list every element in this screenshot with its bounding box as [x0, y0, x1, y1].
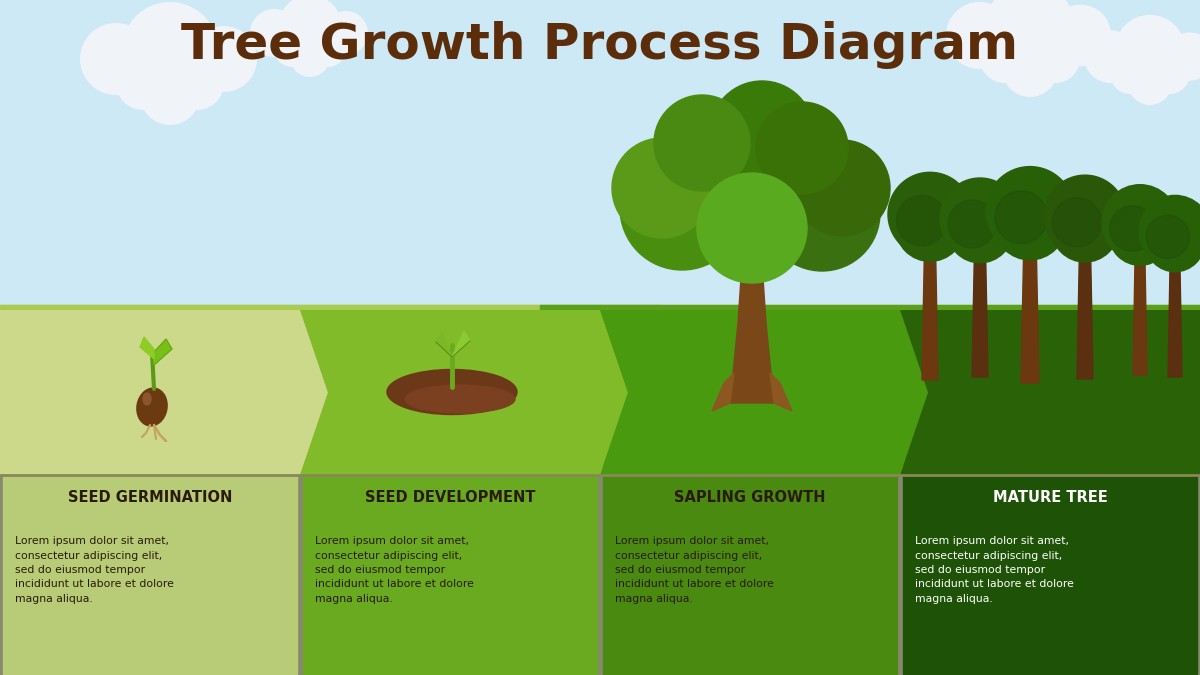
Circle shape — [170, 56, 224, 110]
Circle shape — [324, 11, 368, 55]
Text: MATURE TREE: MATURE TREE — [992, 489, 1108, 504]
Polygon shape — [770, 373, 792, 411]
Polygon shape — [900, 310, 1200, 475]
Polygon shape — [922, 250, 938, 380]
Polygon shape — [140, 337, 154, 359]
Circle shape — [979, 32, 1030, 83]
Circle shape — [946, 2, 1013, 69]
Circle shape — [667, 103, 838, 273]
Circle shape — [274, 31, 310, 67]
Polygon shape — [154, 339, 172, 365]
Polygon shape — [600, 310, 928, 475]
Text: Lorem ipsum dolor sit amet,
consectetur adipiscing elit,
sed do eiusmod tempor
i: Lorem ipsum dolor sit amet, consectetur … — [314, 536, 474, 604]
Circle shape — [1146, 215, 1189, 259]
Bar — [0, 305, 660, 465]
Text: Lorem ipsum dolor sit amet,
consectetur adipiscing elit,
sed do eiusmod tempor
i: Lorem ipsum dolor sit amet, consectetur … — [616, 536, 774, 604]
Circle shape — [994, 188, 1066, 260]
Circle shape — [1139, 195, 1200, 267]
Text: Tree Growth Process Diagram: Tree Growth Process Diagram — [181, 21, 1019, 69]
Circle shape — [1115, 15, 1186, 85]
Circle shape — [940, 178, 1020, 258]
Circle shape — [895, 192, 965, 261]
Circle shape — [620, 146, 744, 270]
Circle shape — [1050, 5, 1111, 66]
Circle shape — [1165, 32, 1200, 81]
Circle shape — [140, 65, 200, 125]
Ellipse shape — [143, 393, 151, 405]
Circle shape — [278, 0, 342, 59]
Text: SAPLING GROWTH: SAPLING GROWTH — [674, 489, 826, 504]
Bar — [2, 476, 298, 674]
Circle shape — [1084, 30, 1136, 83]
Bar — [540, 305, 1200, 465]
Circle shape — [985, 0, 1075, 72]
Circle shape — [122, 2, 218, 98]
Circle shape — [116, 56, 170, 110]
Circle shape — [1110, 206, 1156, 251]
Circle shape — [995, 191, 1048, 244]
Circle shape — [756, 102, 848, 194]
Text: Lorem ipsum dolor sit amet,
consectetur adipiscing elit,
sed do eiusmod tempor
i: Lorem ipsum dolor sit amet, consectetur … — [916, 536, 1074, 604]
Circle shape — [1102, 185, 1178, 261]
Bar — [604, 476, 898, 674]
Polygon shape — [1168, 262, 1182, 377]
Circle shape — [654, 95, 750, 191]
Circle shape — [722, 103, 842, 223]
Polygon shape — [1078, 251, 1093, 379]
Circle shape — [80, 23, 152, 95]
Circle shape — [660, 103, 784, 227]
Polygon shape — [452, 331, 470, 357]
Circle shape — [1051, 195, 1118, 262]
Circle shape — [948, 200, 996, 248]
Polygon shape — [1021, 248, 1039, 383]
Polygon shape — [436, 332, 452, 357]
Polygon shape — [0, 310, 328, 475]
Circle shape — [710, 81, 814, 185]
Ellipse shape — [406, 385, 515, 413]
Circle shape — [697, 173, 808, 283]
Text: SEED DEVELOPMENT: SEED DEVELOPMENT — [365, 489, 535, 504]
Bar — [0, 305, 1200, 490]
Circle shape — [1030, 32, 1080, 83]
Circle shape — [947, 197, 1013, 263]
Circle shape — [290, 37, 330, 77]
Bar — [302, 476, 598, 674]
Ellipse shape — [137, 388, 167, 426]
Bar — [0, 475, 1200, 675]
Circle shape — [794, 140, 890, 236]
Bar — [904, 476, 1198, 674]
Circle shape — [1146, 213, 1200, 272]
Circle shape — [764, 155, 880, 271]
Polygon shape — [712, 373, 734, 411]
Polygon shape — [730, 263, 774, 403]
Circle shape — [250, 9, 298, 57]
Circle shape — [1002, 41, 1058, 97]
Circle shape — [1128, 61, 1172, 105]
Circle shape — [888, 172, 972, 256]
Circle shape — [612, 138, 712, 238]
Polygon shape — [972, 252, 988, 377]
Circle shape — [310, 31, 346, 67]
Polygon shape — [1133, 255, 1147, 375]
Circle shape — [986, 167, 1074, 254]
Circle shape — [191, 26, 257, 92]
Circle shape — [1109, 203, 1171, 265]
Ellipse shape — [386, 369, 517, 414]
Circle shape — [1110, 55, 1150, 94]
Text: Lorem ipsum dolor sit amet,
consectetur adipiscing elit,
sed do eiusmod tempor
i: Lorem ipsum dolor sit amet, consectetur … — [14, 536, 174, 604]
Polygon shape — [300, 310, 628, 475]
Circle shape — [896, 195, 947, 246]
Circle shape — [1044, 175, 1126, 257]
Text: SEED GERMINATION: SEED GERMINATION — [68, 489, 232, 504]
Circle shape — [1150, 55, 1189, 94]
Circle shape — [1052, 198, 1102, 247]
